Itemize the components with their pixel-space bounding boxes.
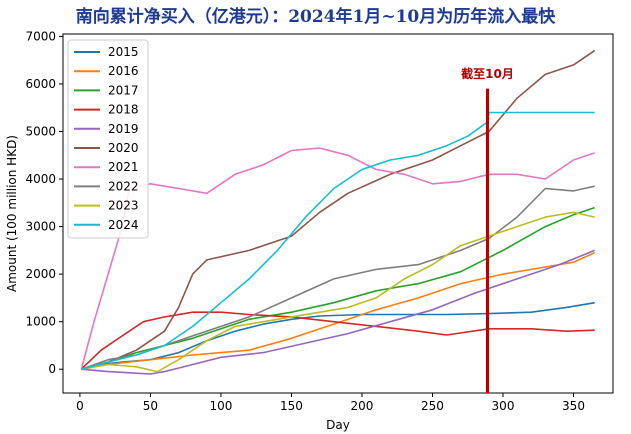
series-lines bbox=[80, 49, 596, 375]
x-tick-label: 100 bbox=[209, 399, 232, 413]
legend-entry-2016: 2016 bbox=[108, 64, 139, 78]
x-tick-label: 250 bbox=[421, 399, 444, 413]
x-tick-label: 0 bbox=[76, 399, 84, 413]
y-tick-label: 1000 bbox=[25, 315, 56, 329]
y-tick-label: 4000 bbox=[25, 172, 56, 186]
axes: 0 50 100 150 200 250 300 350 0 1000 2000 3000 4000 50… bbox=[5, 29, 614, 432]
y-tick-label: 0 bbox=[48, 362, 56, 376]
legend-entry-2018: 2018 bbox=[108, 103, 139, 117]
series-line-2018 bbox=[80, 311, 595, 370]
series-line-2016 bbox=[81, 251, 596, 370]
x-tick-label: 350 bbox=[562, 399, 585, 413]
cutoff-label: 截至10月 bbox=[461, 66, 514, 81]
series-line-2022 bbox=[81, 185, 595, 370]
y-tick-label: 6000 bbox=[25, 77, 56, 91]
x-axis-label: Day bbox=[326, 418, 350, 432]
x-tick-label: 200 bbox=[351, 399, 374, 413]
x-tick-label: 150 bbox=[280, 399, 303, 413]
legend: 2015 2016 2017 2018 2019 2020 2021 2022 2023 2024 bbox=[67, 39, 149, 239]
legend-entry-2015: 2015 bbox=[108, 45, 139, 59]
plot-frame bbox=[62, 33, 614, 394]
legend-entry-2022: 2022 bbox=[108, 179, 139, 193]
x-tick-label: 300 bbox=[492, 399, 515, 413]
series-line-2020 bbox=[81, 49, 596, 370]
y-tick-label: 7000 bbox=[25, 29, 56, 43]
chart-title: 南向累计净买入（亿港元）：2024年1月~10月为历年流入最快 bbox=[75, 7, 556, 27]
annotation: 截至10月 bbox=[461, 66, 514, 393]
legend-entry-2020: 2020 bbox=[108, 141, 139, 155]
y-tick-label: 3000 bbox=[25, 220, 56, 234]
series-line-2023 bbox=[81, 211, 595, 373]
series-line-2017 bbox=[81, 206, 595, 370]
legend-entry-2017: 2017 bbox=[108, 83, 139, 97]
y-tick-label: 2000 bbox=[25, 267, 56, 281]
series-line-2024 bbox=[81, 111, 595, 370]
legend-entry-2019: 2019 bbox=[108, 122, 139, 136]
x-tick-label: 50 bbox=[143, 399, 158, 413]
legend-entry-2024: 2024 bbox=[108, 218, 139, 232]
series-line-2019 bbox=[81, 249, 595, 375]
y-axis-label: Amount (100 million HKD) bbox=[5, 135, 19, 292]
legend-entry-2023: 2023 bbox=[108, 199, 139, 213]
legend-entry-2021: 2021 bbox=[108, 160, 139, 174]
y-tick-label: 5000 bbox=[25, 124, 56, 138]
